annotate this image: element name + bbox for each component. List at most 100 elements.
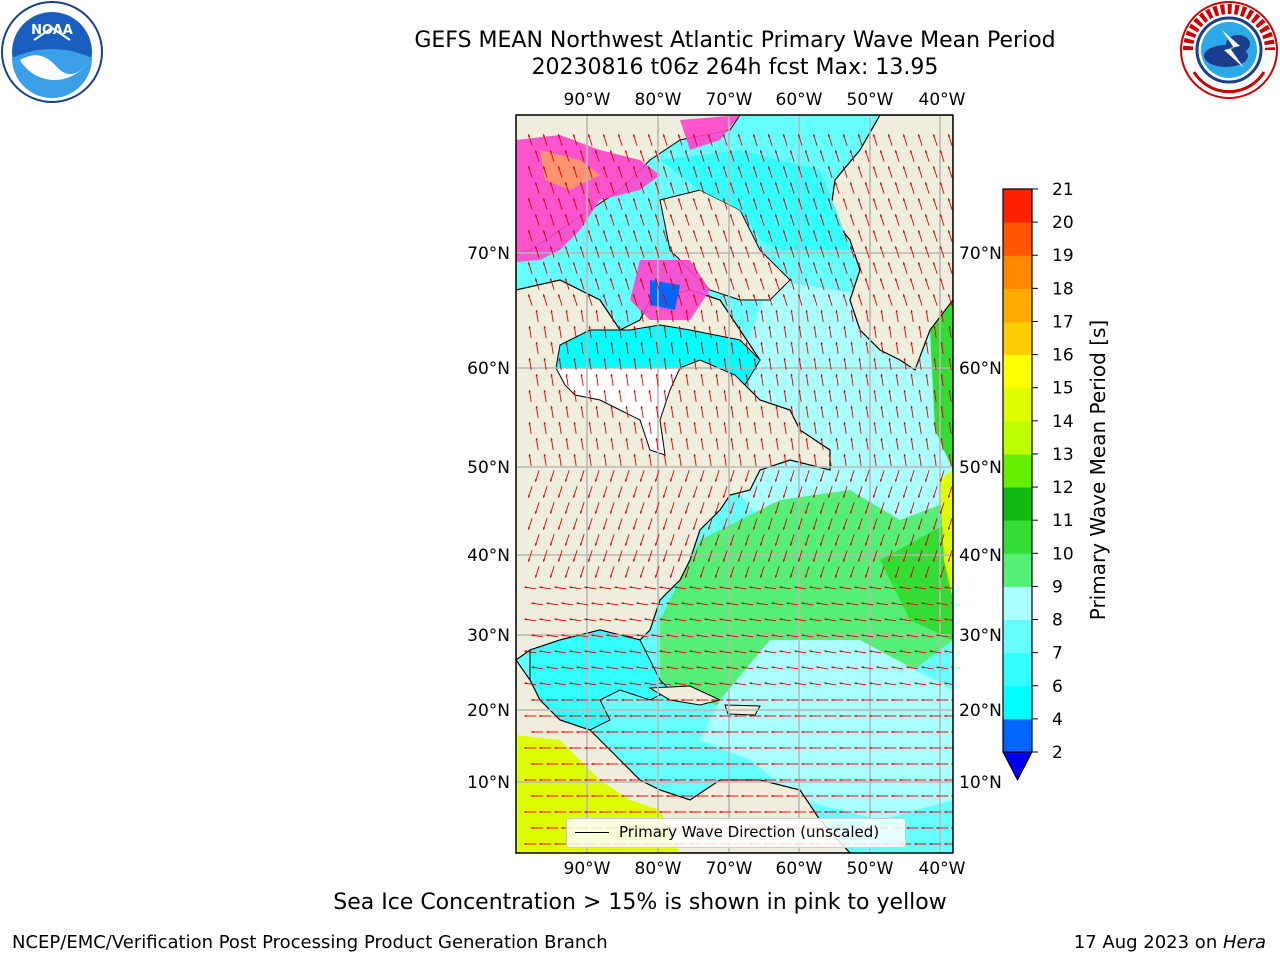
wave-arrow-head xyxy=(745,438,748,441)
wave-arrow-head xyxy=(689,810,692,814)
wave-arrow-head xyxy=(629,682,632,685)
wave-arrow-head xyxy=(760,310,763,313)
wave-arrow-head xyxy=(929,682,932,685)
wave-arrow-head xyxy=(879,479,883,482)
wave-arrow-head xyxy=(910,406,913,409)
wave-arrow-head xyxy=(933,390,936,393)
wave-arrow-head xyxy=(610,342,613,345)
wave-arrow-head xyxy=(771,762,774,766)
wave-arrow-head xyxy=(797,294,801,297)
wave-arrow-head xyxy=(831,794,834,798)
wave-arrow-head xyxy=(846,666,849,669)
wave-arrow-head xyxy=(849,182,853,185)
wave-arrow-head xyxy=(528,326,531,329)
wave-arrow-head xyxy=(531,698,534,702)
wave-arrow-head xyxy=(869,682,872,685)
wave-arrow-head xyxy=(639,511,643,514)
footer-credit: NCEP/EMC/Verification Post Processing Pr… xyxy=(12,932,608,953)
wave-arrow-head xyxy=(557,134,561,137)
wave-arrow-head xyxy=(824,682,827,685)
wave-arrow-head xyxy=(595,310,598,313)
wave-arrow-head xyxy=(924,182,928,185)
wave-arrow-head xyxy=(798,454,801,457)
colorbar-tick-label: 20 xyxy=(1052,213,1074,233)
wave-arrow-head xyxy=(700,342,703,345)
wave-arrow-head xyxy=(924,543,928,546)
wave-arrow-head xyxy=(834,479,838,482)
wave-arrow-head xyxy=(561,666,564,669)
wave-arrow-head xyxy=(888,326,891,329)
wave-arrow-head xyxy=(524,650,527,653)
wave-arrow-head xyxy=(534,150,538,153)
wave-arrow-head xyxy=(906,634,909,637)
wave-arrow-head xyxy=(640,342,643,345)
wave-arrow-head xyxy=(820,438,823,441)
wave-arrow-head xyxy=(729,479,733,482)
wave-arrow-head xyxy=(955,479,957,482)
wave-arrow-head xyxy=(924,575,928,578)
wave-arrow-head xyxy=(745,374,748,377)
wave-arrow-head xyxy=(539,842,542,846)
wave-arrow-head xyxy=(879,511,883,514)
wave-arrow-head xyxy=(624,150,628,153)
wave-arrow-head xyxy=(539,650,542,653)
wave-arrow-head xyxy=(543,390,546,393)
wave-arrow-head xyxy=(573,358,576,361)
wave-arrow-head xyxy=(767,166,771,169)
wave-arrow-head xyxy=(903,326,906,329)
wave-arrow-head xyxy=(918,390,921,393)
wave-arrow-head xyxy=(684,278,688,281)
wave-arrow-head xyxy=(864,543,868,546)
wave-arrow-head xyxy=(774,511,778,514)
wave-arrow-head xyxy=(654,479,658,482)
wave-arrow-head xyxy=(632,198,636,201)
wave-arrow-head xyxy=(557,294,561,297)
wave-arrow-head xyxy=(767,262,771,265)
wave-arrow-head xyxy=(906,666,909,669)
wave-arrow-head xyxy=(909,278,913,281)
wave-arrow-head xyxy=(948,454,951,457)
wave-arrow-head xyxy=(527,198,531,201)
wave-arrow-head xyxy=(707,166,711,169)
wave-arrow-head xyxy=(809,714,812,718)
wave-arrow-head xyxy=(647,495,651,498)
wave-arrow-head xyxy=(534,214,538,217)
wave-arrow-head xyxy=(729,214,733,217)
wave-arrow-head xyxy=(884,650,887,653)
wave-arrow-head xyxy=(576,794,579,798)
wave-arrow-head xyxy=(745,406,748,409)
wave-arrow-head xyxy=(564,511,568,514)
wave-arrow-head xyxy=(689,650,692,653)
wave-arrow-head xyxy=(794,650,797,653)
wave-arrow-head xyxy=(648,326,651,329)
wave-arrow-head xyxy=(955,246,957,249)
lat-label-right: 30°N xyxy=(959,626,1002,646)
wave-arrow-head xyxy=(666,602,669,605)
wave-arrow-head xyxy=(617,198,621,201)
wave-arrow-head xyxy=(670,342,673,345)
wave-arrow-head xyxy=(828,390,831,393)
wave-arrow-head xyxy=(633,326,636,329)
wave-arrow-head xyxy=(804,150,808,153)
wave-arrow-head xyxy=(790,310,793,313)
wave-arrow-head xyxy=(711,730,714,734)
wave-arrow-head xyxy=(831,698,834,702)
wave-arrow-head xyxy=(872,166,876,169)
wave-arrow-head xyxy=(594,479,598,482)
wave-arrow-head xyxy=(759,543,763,546)
wave-arrow-head xyxy=(850,438,853,441)
wave-arrow-head xyxy=(903,358,906,361)
wave-arrow-head xyxy=(654,575,658,578)
wave-arrow-head xyxy=(955,374,957,376)
wave-arrow-head xyxy=(872,495,876,498)
wave-arrow-head xyxy=(707,262,711,265)
wave-arrow-head xyxy=(827,495,831,498)
wave-arrow-head xyxy=(764,714,767,718)
wave-arrow-head xyxy=(636,698,639,702)
sea-ice-north xyxy=(680,115,740,150)
wave-arrow-head xyxy=(655,374,658,377)
wave-arrow-head xyxy=(669,246,673,249)
wave-arrow-head xyxy=(576,602,579,605)
wave-arrow-head xyxy=(798,390,801,393)
wave-arrow-head xyxy=(782,262,786,265)
